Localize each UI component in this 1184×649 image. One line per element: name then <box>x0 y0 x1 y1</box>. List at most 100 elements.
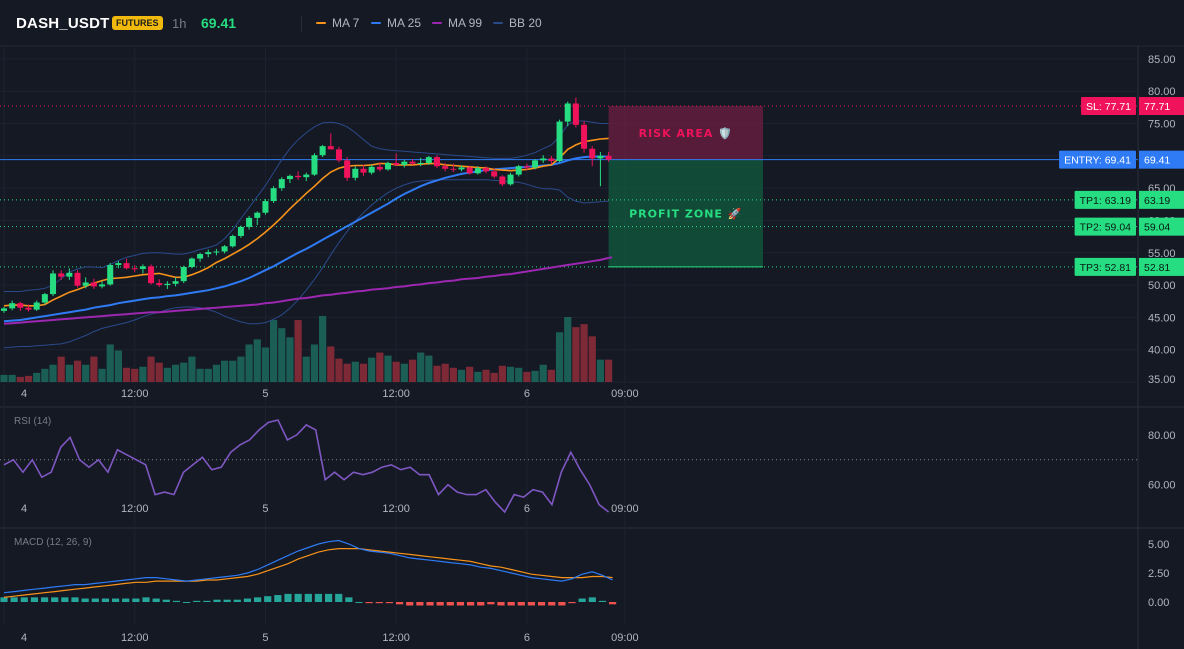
candle-body[interactable] <box>123 263 130 269</box>
interval-selector[interactable]: 1h <box>172 16 187 31</box>
candle-body[interactable] <box>417 162 424 164</box>
candle-body[interactable] <box>270 188 277 202</box>
candle-body[interactable] <box>581 124 588 149</box>
legend-bb20[interactable]: BB 20 <box>493 16 542 30</box>
candle-body[interactable] <box>409 161 416 164</box>
candle-body[interactable] <box>311 155 318 175</box>
tp3-axis-value: 52.81 <box>1144 262 1170 274</box>
candle-body[interactable] <box>115 263 122 266</box>
legend-swatch-icon <box>316 22 326 24</box>
candle-body[interactable] <box>295 175 302 178</box>
price-axis-tick: 45.00 <box>1148 312 1176 324</box>
candle-body[interactable] <box>589 148 596 159</box>
candle-body[interactable] <box>352 168 359 178</box>
volume-bar <box>139 366 147 382</box>
candle-body[interactable] <box>368 166 375 173</box>
candle-body[interactable] <box>74 272 81 286</box>
volume-bar <box>82 364 90 382</box>
candle-body[interactable] <box>107 265 114 285</box>
candle-body[interactable] <box>148 266 155 284</box>
candle-body[interactable] <box>376 166 383 170</box>
candle-body[interactable] <box>605 155 612 160</box>
candle-body[interactable] <box>450 168 457 170</box>
candle-body[interactable] <box>180 266 187 282</box>
candle-body[interactable] <box>523 166 530 168</box>
candle-body[interactable] <box>515 166 522 175</box>
candle-body[interactable] <box>434 157 441 167</box>
candle-body[interactable] <box>205 252 212 255</box>
candle-body[interactable] <box>393 162 400 165</box>
candle-body[interactable] <box>335 149 342 161</box>
candle-body[interactable] <box>131 268 138 270</box>
candle-body[interactable] <box>33 302 40 310</box>
candle-body[interactable] <box>548 158 555 162</box>
candle-body[interactable] <box>99 284 106 287</box>
candle-body[interactable] <box>303 174 310 178</box>
macd-pane: MACD (12, 26, 9) 5.00 2.50 0.00 <box>0 537 1169 609</box>
candle-body[interactable] <box>491 171 498 177</box>
volume-bar <box>335 358 343 382</box>
candle-body[interactable] <box>458 167 465 170</box>
candle-body[interactable] <box>507 174 514 185</box>
candle-body[interactable] <box>237 226 244 236</box>
candle-body[interactable] <box>278 179 285 189</box>
candle-body[interactable] <box>262 201 269 213</box>
candle-body[interactable] <box>556 121 563 162</box>
candle-body[interactable] <box>213 251 220 253</box>
candle-body[interactable] <box>344 160 351 178</box>
entry-label: ENTRY: 69.41 <box>1064 155 1131 167</box>
candle-body[interactable] <box>50 273 57 295</box>
candle-body[interactable] <box>540 158 547 161</box>
candle-body[interactable] <box>425 157 432 163</box>
macd-histogram-bar <box>507 602 515 606</box>
candle-body[interactable] <box>319 146 326 156</box>
legend-ma25[interactable]: MA 25 <box>371 16 421 30</box>
candle-body[interactable] <box>499 176 506 185</box>
candle-body[interactable] <box>188 258 195 267</box>
candle-body[interactable] <box>25 307 32 310</box>
candle-body[interactable] <box>82 282 89 286</box>
candle-body[interactable] <box>139 266 146 269</box>
candle-body[interactable] <box>221 246 228 252</box>
legend-ma7[interactable]: MA 7 <box>316 16 359 30</box>
candle-body[interactable] <box>246 217 253 227</box>
macd-histogram-bar <box>193 600 201 602</box>
candle-body[interactable] <box>483 168 490 172</box>
rsi-line <box>3 419 610 514</box>
candle-body[interactable] <box>401 161 408 165</box>
candle-body[interactable] <box>156 283 163 286</box>
volume-bar <box>0 374 8 382</box>
candle-body[interactable] <box>327 146 334 150</box>
candle-body[interactable] <box>58 273 65 277</box>
entry-axis-tag <box>1139 150 1184 169</box>
volume-bar <box>433 365 441 382</box>
candle-body[interactable] <box>442 166 449 169</box>
candle-body[interactable] <box>90 282 97 287</box>
candle-body[interactable] <box>172 281 179 284</box>
candle-body[interactable] <box>384 162 391 170</box>
candle-body[interactable] <box>254 212 261 218</box>
candle-body[interactable] <box>474 168 481 174</box>
candle-body[interactable] <box>286 175 293 180</box>
legend-ma99[interactable]: MA 99 <box>432 16 482 30</box>
candle-body[interactable] <box>229 235 236 247</box>
candle-body[interactable] <box>572 103 579 125</box>
candle-body[interactable] <box>41 294 48 303</box>
candle-body[interactable] <box>466 167 473 174</box>
candle-body[interactable] <box>1 308 7 311</box>
candle-body[interactable] <box>66 272 73 277</box>
candle-body[interactable] <box>360 168 367 173</box>
candle-body[interactable] <box>197 254 204 259</box>
candle-body[interactable] <box>597 155 604 159</box>
macd-histogram-bar <box>395 602 404 605</box>
candle-body[interactable] <box>532 160 539 168</box>
candle-body[interactable] <box>564 103 571 122</box>
candle-body[interactable] <box>17 303 24 308</box>
candle-body[interactable] <box>9 303 16 309</box>
macd-histogram-bar <box>598 600 607 602</box>
candlesticks[interactable] <box>1 97 612 313</box>
candle-body[interactable] <box>164 283 171 286</box>
volume-bar <box>368 357 376 382</box>
symbol-name[interactable]: DASH_USDT <box>16 15 110 32</box>
